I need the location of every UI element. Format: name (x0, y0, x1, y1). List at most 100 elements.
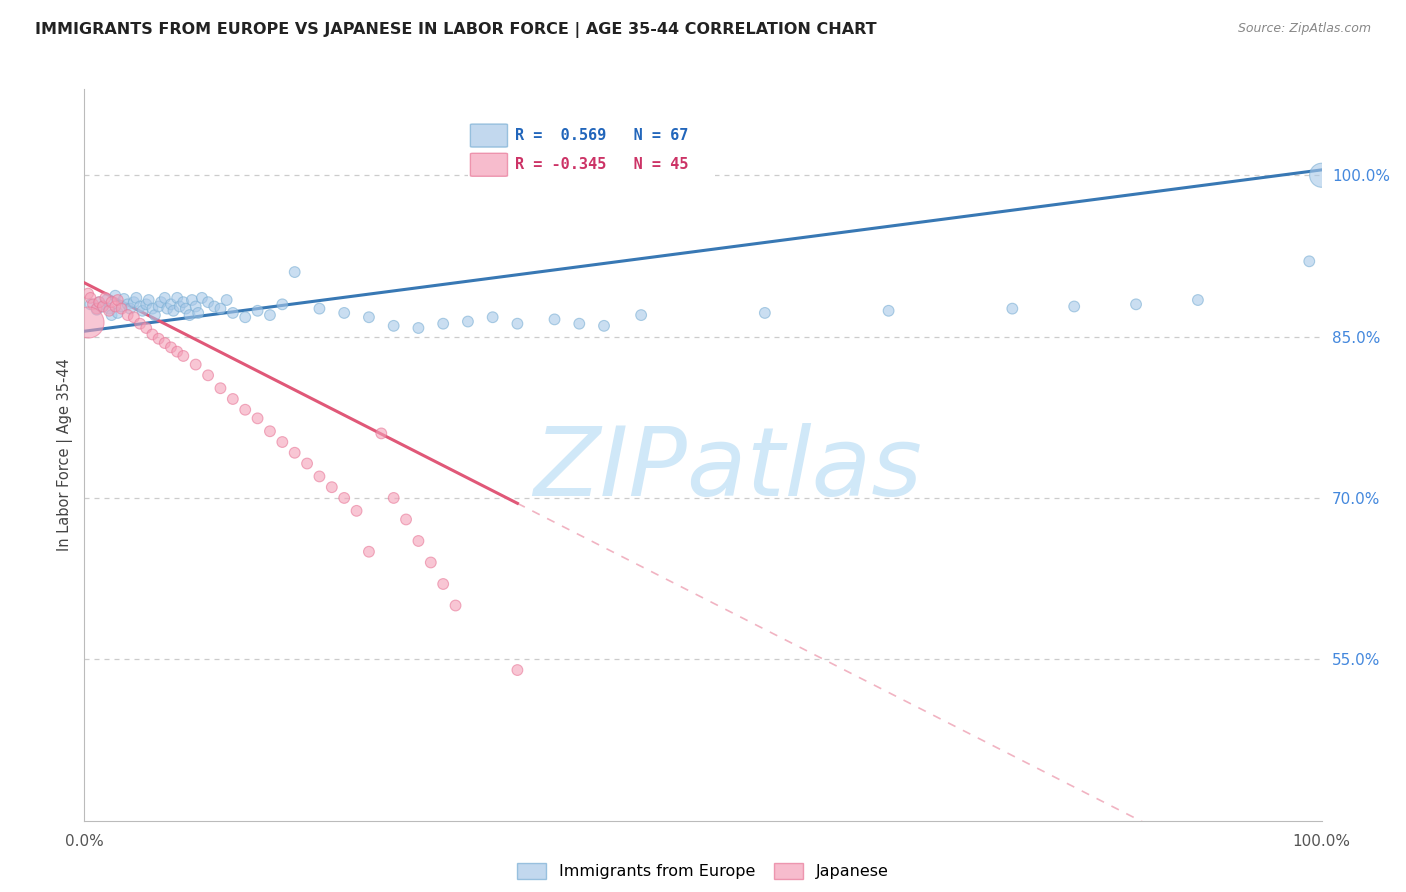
Point (202, 300, 225, 314)
Point (370, 426, 392, 441)
Point (120, 301, 142, 316)
Text: Source: ZipAtlas.com: Source: ZipAtlas.com (1237, 22, 1371, 36)
Point (179, 308, 201, 322)
Point (1125, 297, 1147, 311)
Text: R =  0.569   N = 67: R = 0.569 N = 67 (515, 128, 689, 143)
Point (593, 318, 616, 333)
Point (506, 317, 529, 331)
Point (166, 291, 188, 305)
Point (96, 293, 118, 307)
Point (284, 446, 307, 460)
Text: R = -0.345   N = 45: R = -0.345 N = 45 (515, 157, 689, 172)
Point (117, 297, 139, 311)
Point (357, 310, 380, 325)
Point (271, 297, 294, 311)
Point (150, 295, 173, 310)
Text: IMMIGRANTS FROM EUROPE VS JAPANESE IN LABOR FORCE | AGE 35-44 CORRELATION CHART: IMMIGRANTS FROM EUROPE VS JAPANESE IN LA… (35, 22, 877, 38)
Point (233, 310, 256, 325)
Point (100, 308, 122, 322)
FancyBboxPatch shape (471, 153, 508, 177)
Point (98, 303, 121, 318)
Point (259, 424, 281, 438)
FancyBboxPatch shape (471, 124, 508, 147)
Point (91, 300, 114, 314)
Point (222, 306, 245, 320)
Point (104, 300, 127, 314)
Point (98, 301, 121, 316)
Point (481, 310, 503, 325)
Point (110, 301, 132, 316)
Point (197, 368, 219, 383)
Y-axis label: In Labor Force | Age 35-44: In Labor Force | Age 35-44 (58, 359, 73, 551)
Point (169, 300, 191, 314)
Point (333, 491, 356, 505)
Point (153, 291, 176, 305)
Point (215, 293, 238, 307)
Point (382, 491, 405, 505)
Point (284, 265, 307, 279)
Point (222, 392, 245, 406)
Point (122, 310, 145, 325)
Point (432, 577, 454, 591)
Point (357, 545, 380, 559)
Point (382, 318, 405, 333)
Point (191, 291, 214, 305)
Point (568, 317, 591, 331)
Point (246, 411, 269, 425)
Point (153, 336, 176, 351)
Point (187, 306, 209, 320)
Point (107, 293, 129, 307)
Point (174, 301, 197, 316)
Point (444, 599, 467, 613)
Point (135, 297, 157, 311)
Point (321, 480, 343, 494)
Point (148, 332, 170, 346)
Point (197, 295, 219, 310)
Point (94, 291, 117, 305)
Point (432, 317, 454, 331)
Point (166, 344, 188, 359)
Point (91, 300, 114, 314)
Point (160, 340, 183, 354)
Point (395, 512, 418, 526)
Point (754, 306, 776, 320)
Point (131, 303, 153, 318)
Point (89, 295, 111, 310)
Point (209, 301, 232, 316)
Point (77, 286, 100, 301)
Point (209, 381, 232, 395)
Point (141, 301, 163, 316)
Legend: Immigrants from Europe, Japanese: Immigrants from Europe, Japanese (510, 856, 896, 886)
Point (346, 504, 368, 518)
Point (125, 291, 148, 305)
Point (148, 300, 170, 314)
Text: ZIPatlas: ZIPatlas (533, 423, 922, 516)
Point (271, 435, 294, 450)
Point (295, 457, 318, 471)
Point (408, 321, 430, 335)
Point (82, 297, 104, 311)
Point (129, 317, 152, 331)
Point (122, 295, 145, 310)
Point (233, 402, 256, 417)
Point (104, 289, 127, 303)
Point (138, 293, 160, 307)
Point (408, 533, 430, 548)
Point (129, 300, 152, 314)
Point (877, 303, 900, 318)
Point (172, 349, 194, 363)
Point (1063, 300, 1085, 314)
Point (172, 295, 194, 310)
Point (506, 663, 529, 677)
Point (184, 300, 207, 314)
Point (89, 295, 111, 310)
Point (1187, 293, 1209, 307)
Point (630, 308, 652, 322)
Point (246, 303, 269, 318)
Point (156, 301, 179, 316)
Point (141, 327, 163, 342)
Point (135, 321, 157, 335)
Point (86, 302, 108, 317)
Point (112, 292, 135, 306)
Point (107, 306, 129, 320)
